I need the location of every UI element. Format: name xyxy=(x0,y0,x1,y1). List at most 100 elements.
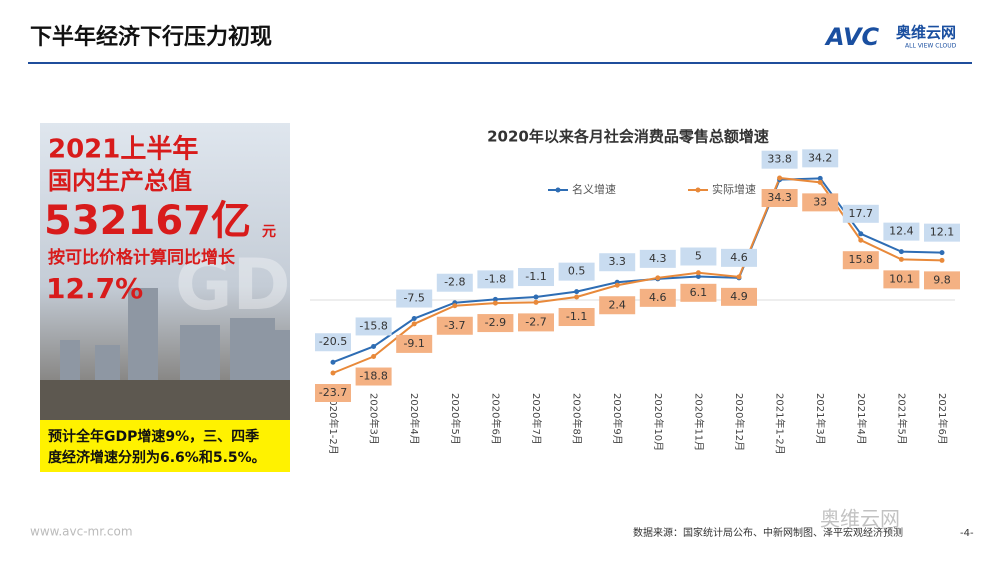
x-tick-label: 2021年1-2月 xyxy=(774,393,787,455)
data-point xyxy=(411,321,417,327)
data-label-group: 33 xyxy=(802,193,839,212)
data-point xyxy=(371,354,377,360)
logo-tagline: ALL VIEW CLOUD xyxy=(905,43,957,50)
data-label-box xyxy=(355,317,392,336)
forecast-text: 预计全年GDP增速9%，三、四季 xyxy=(48,428,259,445)
footer-watermark: 奥维云网 xyxy=(820,507,900,531)
data-point xyxy=(939,257,945,263)
data-label-box xyxy=(599,296,636,315)
data-label-box xyxy=(436,273,473,292)
x-tick-label: 2020年12月 xyxy=(733,393,746,451)
data-point xyxy=(330,370,336,376)
data-label-group: -7.5 xyxy=(396,289,433,308)
panel-amount: 532167亿 xyxy=(44,198,251,244)
data-label-box xyxy=(599,253,636,272)
data-label-box xyxy=(477,314,514,333)
data-point xyxy=(736,274,742,280)
data-label: -2.7 xyxy=(525,315,546,328)
logo-abbr: AVC xyxy=(824,23,880,51)
data-label-box xyxy=(518,313,554,332)
skyline xyxy=(40,288,290,420)
data-point xyxy=(614,282,620,288)
data-label-box xyxy=(924,271,960,290)
data-label-group: 34.2 xyxy=(802,149,839,168)
data-point xyxy=(898,249,904,255)
data-label-box xyxy=(315,333,351,352)
data-label: 2.4 xyxy=(608,298,626,311)
logo-brand: 奥维云网 xyxy=(896,24,956,42)
data-label: 9.8 xyxy=(933,273,951,286)
data-point xyxy=(858,231,864,237)
gdp-panel: GDP 2021上半年 国内生产总值 532167亿 元 按可比价格计算同比增长… xyxy=(40,123,342,472)
x-tick-label: 2020年7月 xyxy=(530,393,543,445)
data-label-box xyxy=(639,288,676,307)
data-label-group: 4.3 xyxy=(639,249,676,268)
data-label-box xyxy=(477,270,514,289)
panel-growth: 12.7% xyxy=(46,272,143,305)
data-label: -2.8 xyxy=(444,276,465,289)
panel-line1: 2021上半年 xyxy=(48,134,198,165)
data-label-group: 34.3 xyxy=(761,189,798,207)
data-label-box xyxy=(721,287,757,306)
data-label-group: -1.8 xyxy=(477,270,514,289)
data-label: -7.5 xyxy=(403,292,424,305)
data-point xyxy=(330,359,336,365)
data-label-box xyxy=(558,308,595,327)
data-label: 4.6 xyxy=(730,251,748,264)
data-label-box xyxy=(680,247,717,266)
data-label-box xyxy=(518,268,554,287)
data-label: 6.1 xyxy=(690,286,708,299)
data-label: -20.5 xyxy=(319,335,347,348)
data-label-group: 17.7 xyxy=(842,204,879,223)
data-label-group: 0.5 xyxy=(558,262,595,281)
data-label-group: 12.4 xyxy=(883,222,920,241)
data-label-box xyxy=(436,316,473,335)
panel-watermark: GDP xyxy=(175,244,342,326)
data-label-group: 12.1 xyxy=(924,223,960,242)
data-label-group: 9.8 xyxy=(924,271,960,290)
data-label: -18.8 xyxy=(359,370,387,383)
data-point xyxy=(655,275,661,281)
legend-swatch xyxy=(555,187,561,193)
data-label-group: 3.3 xyxy=(599,253,636,272)
x-tick-label: 2020年4月 xyxy=(408,393,421,445)
footer-url: www.avc-mr.com xyxy=(30,525,133,539)
data-label: 33 xyxy=(813,195,827,208)
data-label: 17.7 xyxy=(849,207,874,220)
chart-title: 2020年以来各月社会消费品零售总额增速 xyxy=(487,128,769,146)
data-label: 3.3 xyxy=(608,255,626,268)
data-point xyxy=(695,270,701,276)
data-label-group: -1.1 xyxy=(558,308,595,327)
data-label-box xyxy=(315,384,351,402)
data-label-group: -15.8 xyxy=(355,317,392,336)
data-label: 15.8 xyxy=(849,253,874,266)
data-label: 5 xyxy=(695,250,702,263)
data-point xyxy=(533,294,539,300)
data-point xyxy=(939,250,945,256)
legend-swatch xyxy=(695,187,701,193)
x-tick-label: 2021年4月 xyxy=(855,393,868,445)
data-label: -23.7 xyxy=(319,386,347,399)
data-point xyxy=(452,303,458,309)
data-label-group: 6.1 xyxy=(680,283,717,302)
data-point xyxy=(574,289,580,295)
data-label-box xyxy=(680,283,717,302)
data-label: 4.9 xyxy=(730,290,748,303)
data-label: 4.6 xyxy=(649,291,667,304)
x-tick-label: 2020年11月 xyxy=(692,393,705,451)
data-label: -1.1 xyxy=(566,310,587,323)
data-label-group: -23.7 xyxy=(315,384,351,402)
data-label-group: -2.7 xyxy=(518,313,554,332)
data-label-box xyxy=(355,367,392,386)
data-label-box xyxy=(802,193,839,212)
legend-label: 名义增速 xyxy=(572,182,616,196)
forecast-box xyxy=(40,420,290,472)
data-label-group: 4.6 xyxy=(639,288,676,307)
data-label-group: -9.1 xyxy=(396,334,433,353)
data-point xyxy=(411,316,417,322)
data-label-box xyxy=(883,270,920,289)
footer-source: 数据来源：国家统计局公布、中新网制图、泽平宏观经济预测 xyxy=(633,526,903,539)
data-label-box xyxy=(396,289,433,308)
legend-label: 实际增速 xyxy=(712,182,756,196)
data-label-box xyxy=(558,262,595,281)
